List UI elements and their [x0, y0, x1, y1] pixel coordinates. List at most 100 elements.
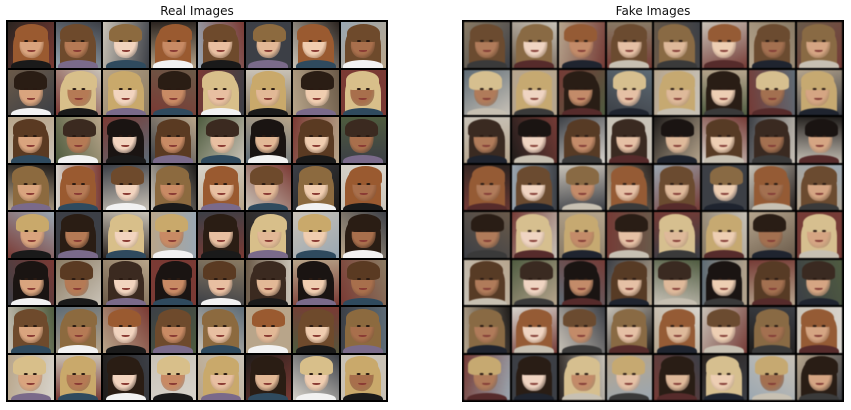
real-image-r8-c8 [340, 354, 386, 400]
real-image-r4-c3 [103, 164, 149, 210]
real-image-r7-c1 [8, 307, 54, 353]
real-image-r3-c8 [340, 117, 386, 163]
fake-image-r4-c5 [654, 164, 700, 210]
fake-image-r5-c3 [559, 212, 605, 258]
real-image-r2-c5 [198, 69, 244, 115]
real-image-r8-c7 [293, 354, 339, 400]
real-image-r3-c6 [245, 117, 291, 163]
real-image-r7-c4 [150, 307, 196, 353]
real-image-r7-c7 [293, 307, 339, 353]
fake-images-title: Fake Images [615, 4, 691, 18]
fake-image-r7-c2 [511, 307, 557, 353]
real-image-r4-c7 [293, 164, 339, 210]
real-images-title: Real Images [160, 4, 234, 18]
fake-image-r8-c1 [464, 354, 510, 400]
fake-image-r5-c4 [606, 212, 652, 258]
fake-image-r2-c2 [511, 69, 557, 115]
real-image-r7-c8 [340, 307, 386, 353]
real-image-r2-c8 [340, 69, 386, 115]
fake-image-r1-c6 [701, 22, 747, 68]
real-image-r3-c7 [293, 117, 339, 163]
real-image-r6-c3 [103, 259, 149, 305]
real-image-r7-c5 [198, 307, 244, 353]
real-image-r8-c3 [103, 354, 149, 400]
real-image-r3-c5 [198, 117, 244, 163]
fake-image-r3-c8 [796, 117, 842, 163]
fake-image-r1-c5 [654, 22, 700, 68]
fake-image-r4-c2 [511, 164, 557, 210]
real-image-r1-c8 [340, 22, 386, 68]
fake-image-r5-c6 [701, 212, 747, 258]
fake-image-r1-c4 [606, 22, 652, 68]
real-image-r5-c5 [198, 212, 244, 258]
fake-image-r6-c8 [796, 259, 842, 305]
real-image-r2-c2 [55, 69, 101, 115]
fake-image-r8-c4 [606, 354, 652, 400]
real-image-r1-c6 [245, 22, 291, 68]
real-image-r2-c1 [8, 69, 54, 115]
fake-image-r1-c1 [464, 22, 510, 68]
fake-image-r8-c2 [511, 354, 557, 400]
fake-image-r8-c3 [559, 354, 605, 400]
fake-image-r7-c3 [559, 307, 605, 353]
fake-image-r6-c5 [654, 259, 700, 305]
real-image-r8-c1 [8, 354, 54, 400]
real-image-r5-c8 [340, 212, 386, 258]
real-image-r7-c2 [55, 307, 101, 353]
fake-image-r8-c5 [654, 354, 700, 400]
real-image-r6-c7 [293, 259, 339, 305]
real-image-r6-c5 [198, 259, 244, 305]
real-image-r1-c4 [150, 22, 196, 68]
real-image-r1-c5 [198, 22, 244, 68]
fake-image-r1-c2 [511, 22, 557, 68]
fake-image-r6-c2 [511, 259, 557, 305]
fake-image-r5-c5 [654, 212, 700, 258]
real-image-r1-c1 [8, 22, 54, 68]
fake-image-r7-c6 [701, 307, 747, 353]
real-image-r3-c4 [150, 117, 196, 163]
fake-image-r4-c6 [701, 164, 747, 210]
real-image-r6-c8 [340, 259, 386, 305]
fake-image-r6-c1 [464, 259, 510, 305]
fake-image-r4-c1 [464, 164, 510, 210]
real-image-r6-c1 [8, 259, 54, 305]
fake-image-r7-c1 [464, 307, 510, 353]
real-image-r5-c3 [103, 212, 149, 258]
fake-image-r3-c7 [749, 117, 795, 163]
fake-image-r5-c8 [796, 212, 842, 258]
real-image-r5-c2 [55, 212, 101, 258]
real-image-r4-c1 [8, 164, 54, 210]
fake-image-r2-c5 [654, 69, 700, 115]
fake-image-r4-c3 [559, 164, 605, 210]
fake-image-r6-c6 [701, 259, 747, 305]
fake-image-r2-c6 [701, 69, 747, 115]
real-image-r3-c2 [55, 117, 101, 163]
fake-image-r5-c2 [511, 212, 557, 258]
real-image-r2-c6 [245, 69, 291, 115]
real-image-r7-c3 [103, 307, 149, 353]
fake-image-r3-c5 [654, 117, 700, 163]
real-image-r6-c2 [55, 259, 101, 305]
real-image-r8-c4 [150, 354, 196, 400]
real-image-r1-c3 [103, 22, 149, 68]
fake-image-r5-c1 [464, 212, 510, 258]
fake-image-r3-c3 [559, 117, 605, 163]
real-image-r5-c6 [245, 212, 291, 258]
fake-image-r7-c7 [749, 307, 795, 353]
real-image-r6-c6 [245, 259, 291, 305]
fake-image-r8-c7 [749, 354, 795, 400]
fake-image-r1-c7 [749, 22, 795, 68]
fake-image-r6-c7 [749, 259, 795, 305]
fake-image-r2-c4 [606, 69, 652, 115]
real-image-r5-c7 [293, 212, 339, 258]
real-image-r6-c4 [150, 259, 196, 305]
real-image-r8-c5 [198, 354, 244, 400]
fake-image-r2-c1 [464, 69, 510, 115]
real-image-r1-c2 [55, 22, 101, 68]
real-image-r8-c2 [55, 354, 101, 400]
real-image-r4-c2 [55, 164, 101, 210]
real-image-r4-c8 [340, 164, 386, 210]
fake-image-r8-c8 [796, 354, 842, 400]
real-image-r3-c3 [103, 117, 149, 163]
fake-image-r4-c7 [749, 164, 795, 210]
